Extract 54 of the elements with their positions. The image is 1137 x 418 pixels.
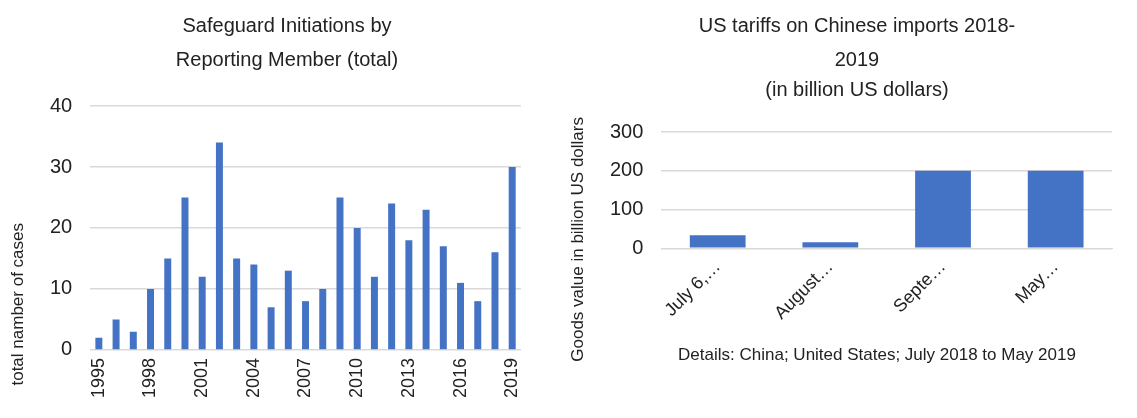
bar — [1027, 170, 1084, 248]
bar — [422, 209, 430, 350]
bar — [689, 235, 746, 248]
y-tick-label: 0 — [632, 235, 644, 258]
x-tick-label: 2010 — [346, 357, 367, 398]
y-tick-label: 40 — [50, 93, 73, 116]
bar — [915, 170, 971, 248]
bar — [112, 319, 120, 350]
x-tick-label: 1995 — [87, 357, 108, 398]
bar — [129, 331, 137, 350]
y-axis-title: total namber of cases — [8, 223, 28, 386]
bar — [95, 337, 103, 350]
x-tick-label: 2013 — [397, 357, 418, 398]
bar — [405, 240, 413, 350]
bar — [319, 288, 327, 350]
x-tick-label: 2001 — [191, 357, 212, 398]
bar — [439, 246, 447, 350]
bar — [147, 288, 155, 350]
bar — [802, 242, 859, 248]
bar — [164, 258, 172, 350]
y-tick-label: 20 — [50, 215, 73, 238]
bar — [215, 142, 223, 350]
y-tick-label: 10 — [50, 276, 73, 299]
bar — [302, 301, 310, 350]
y-axis-title: Goods value in billion US dollars — [568, 117, 588, 362]
bar — [336, 197, 344, 350]
x-tick-label: 2004 — [242, 357, 263, 398]
y-tick-label: 0 — [61, 337, 73, 360]
bar — [250, 264, 258, 350]
y-tick-label: 30 — [50, 154, 73, 177]
x-tick-label: 1998 — [139, 357, 160, 398]
bar — [474, 301, 482, 350]
bar — [388, 203, 396, 350]
y-tick-label: 300 — [609, 119, 644, 142]
chart-title: Safeguard Initiations by Reporting Member (total) — [174, 13, 400, 72]
x-tick-label: July 6,… — [660, 256, 725, 320]
x-tick-label: 2019 — [501, 357, 522, 398]
chart-title: US tariffs on Chinese imports 2018-2019 — [697, 13, 1017, 72]
bar — [267, 307, 275, 350]
bar — [353, 227, 361, 350]
bar — [491, 252, 499, 350]
bar — [233, 258, 241, 350]
bar — [508, 166, 516, 350]
bar — [370, 276, 378, 350]
bar — [284, 270, 292, 350]
bar — [181, 197, 189, 350]
x-tick-label: 2007 — [294, 357, 315, 398]
bar — [457, 282, 465, 350]
x-tick-label: 2016 — [449, 357, 470, 398]
y-tick-label: 200 — [609, 158, 644, 181]
y-tick-label: 100 — [609, 197, 644, 220]
bar — [198, 276, 206, 350]
text: Details: China; United States; July 2018 to May 2019 — [677, 344, 1077, 366]
chart-subtitle: (in billion US dollars) — [764, 77, 950, 102]
